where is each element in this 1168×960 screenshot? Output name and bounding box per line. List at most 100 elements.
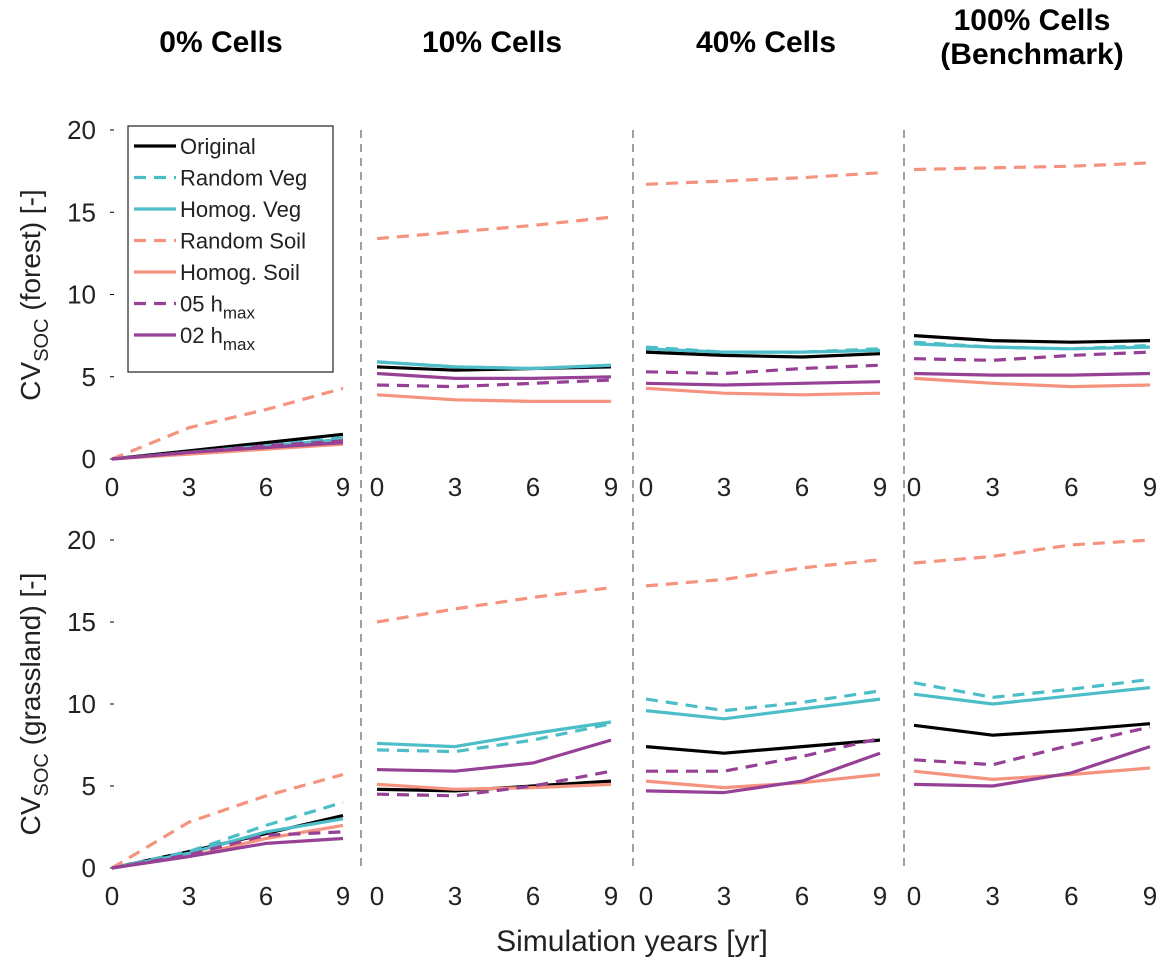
series-line-original-grassland-100pct [913,722,1151,737]
column-title-100pct: 100% Cells (Benchmark) [940,4,1124,71]
x-tick-label: 0 [639,472,653,502]
x-tick-label: 6 [259,472,273,502]
series-line-homog-veg-grassland-0pct [111,817,344,870]
series-line-random-soil-grassland-10pct [376,586,612,624]
x-tick-label: 9 [336,472,350,502]
x-tick-label: 6 [526,472,540,502]
series-line-h05-grassland-100pct [913,725,1151,767]
x-tick-label: 9 [1143,881,1157,911]
series-line-original-grassland-40pct [645,738,881,755]
legend-label-homog-veg: Homog. Veg [180,197,301,222]
series-line-random-soil-forest-0pct [111,386,344,461]
x-tick-label: 9 [873,472,887,502]
series-line-homog-veg-forest-100pct [913,342,1151,351]
legend-label-text: Random Veg [180,166,307,191]
x-tick-label: 6 [259,881,273,911]
x-tick-label: 0 [907,472,921,502]
y-axis-label-main: CV [15,796,46,835]
y-axis-label-main: CV [15,361,46,400]
y-tick-label: 20 [67,525,96,555]
x-tick-label: 3 [182,881,196,911]
series-line-h02-grassland-40pct [645,751,881,795]
series-line-random-soil-forest-10pct [376,215,612,241]
y-axis-label-rest: (grassland) [-] [15,573,46,754]
series-line-random-soil-forest-100pct [913,161,1151,172]
x-tick-label: 3 [448,881,462,911]
y-axis-label-sub: SOC [31,753,53,796]
series-line-random-soil-forest-40pct [645,171,881,186]
y-tick-label: 10 [67,280,96,310]
legend-label-text: Homog. Soil [180,260,300,285]
series-line-homog-soil-grassland-100pct [913,766,1151,782]
legend-label-text: 02 h [180,323,223,348]
y-axis-label: CVSOC (grassland) [-] [15,573,53,836]
column-title-10pct: 10% Cells [421,26,563,59]
x-tick-label: 3 [985,881,999,911]
legend-label-text: 05 h [180,292,223,317]
y-tick-label: 5 [82,362,96,392]
legend-label-homog-soil: Homog. Soil [180,260,300,285]
series-line-homog-soil-forest-100pct [913,376,1151,389]
x-tick-label: 0 [907,881,921,911]
x-tick-label: 0 [105,472,119,502]
series-line-homog-veg-grassland-40pct [645,697,881,721]
series-line-original-forest-100pct [913,334,1151,344]
x-tick-label: 9 [604,881,618,911]
y-tick-label: 10 [67,689,96,719]
series-line-random-soil-grassland-0pct [111,772,344,870]
y-tick-label: 0 [82,444,96,474]
x-tick-label: 6 [1064,472,1078,502]
series-line-random-soil-grassland-40pct [645,558,881,588]
series-line-h05-forest-40pct [645,363,881,376]
series-line-homog-soil-grassland-40pct [645,772,881,790]
x-tick-label: 6 [795,472,809,502]
series-line-random-veg-grassland-0pct [111,800,344,870]
series-line-random-veg-grassland-40pct [645,689,881,713]
x-tick-label: 3 [985,472,999,502]
y-tick-label: 15 [67,607,96,637]
series-line-homog-veg-grassland-100pct [913,686,1151,706]
legend-label-h02: 02 hmax [180,323,255,354]
y-tick-label: 15 [67,197,96,227]
x-tick-label: 6 [1064,881,1078,911]
y-axis-label-sub: SOC [31,318,53,361]
x-tick-label: 0 [370,472,384,502]
x-tick-label: 9 [1143,472,1157,502]
legend-label-sub: max [223,335,256,354]
series-line-h02-forest-40pct [645,380,881,387]
x-tick-label: 3 [182,472,196,502]
x-tick-label: 6 [526,881,540,911]
y-tick-label: 5 [82,771,96,801]
x-tick-label: 3 [448,472,462,502]
y-tick-label: 20 [67,115,96,145]
series-line-h02-grassland-100pct [913,745,1151,788]
legend-label-random-veg: Random Veg [180,166,307,191]
series-line-homog-soil-forest-40pct [645,386,881,397]
x-tick-label: 6 [795,881,809,911]
series-line-original-forest-40pct [645,350,881,359]
series-line-homog-veg-forest-40pct [645,347,881,354]
series-line-homog-soil-forest-10pct [376,393,611,403]
legend-label-h05: 05 hmax [180,292,255,323]
legend-label-text: Homog. Veg [180,197,301,222]
series-line-h02-forest-10pct [376,371,612,380]
legend-label-text: Original [180,134,256,159]
series-line-homog-veg-grassland-10pct [376,720,612,749]
y-axis-label: CVSOC (forest) [-] [15,189,53,400]
series-line-h02-grassland-0pct [111,836,344,870]
series-line-random-soil-grassland-100pct [913,538,1151,565]
legend-label-text: Random Soil [180,229,306,254]
x-tick-label: 9 [604,472,618,502]
column-title-40pct: 40% Cells [695,26,837,59]
x-tick-label: 3 [717,472,731,502]
x-tick-label: 9 [873,881,887,911]
legend-label-random-soil: Random Soil [180,229,306,254]
x-tick-label: 3 [717,881,731,911]
legend-box [127,125,334,373]
x-tick-label: 0 [105,881,119,911]
series-line-h02-grassland-10pct [376,738,612,773]
series-line-h02-forest-100pct [913,371,1151,377]
legend-label-original: Original [180,134,256,159]
y-tick-label: 0 [82,853,96,883]
